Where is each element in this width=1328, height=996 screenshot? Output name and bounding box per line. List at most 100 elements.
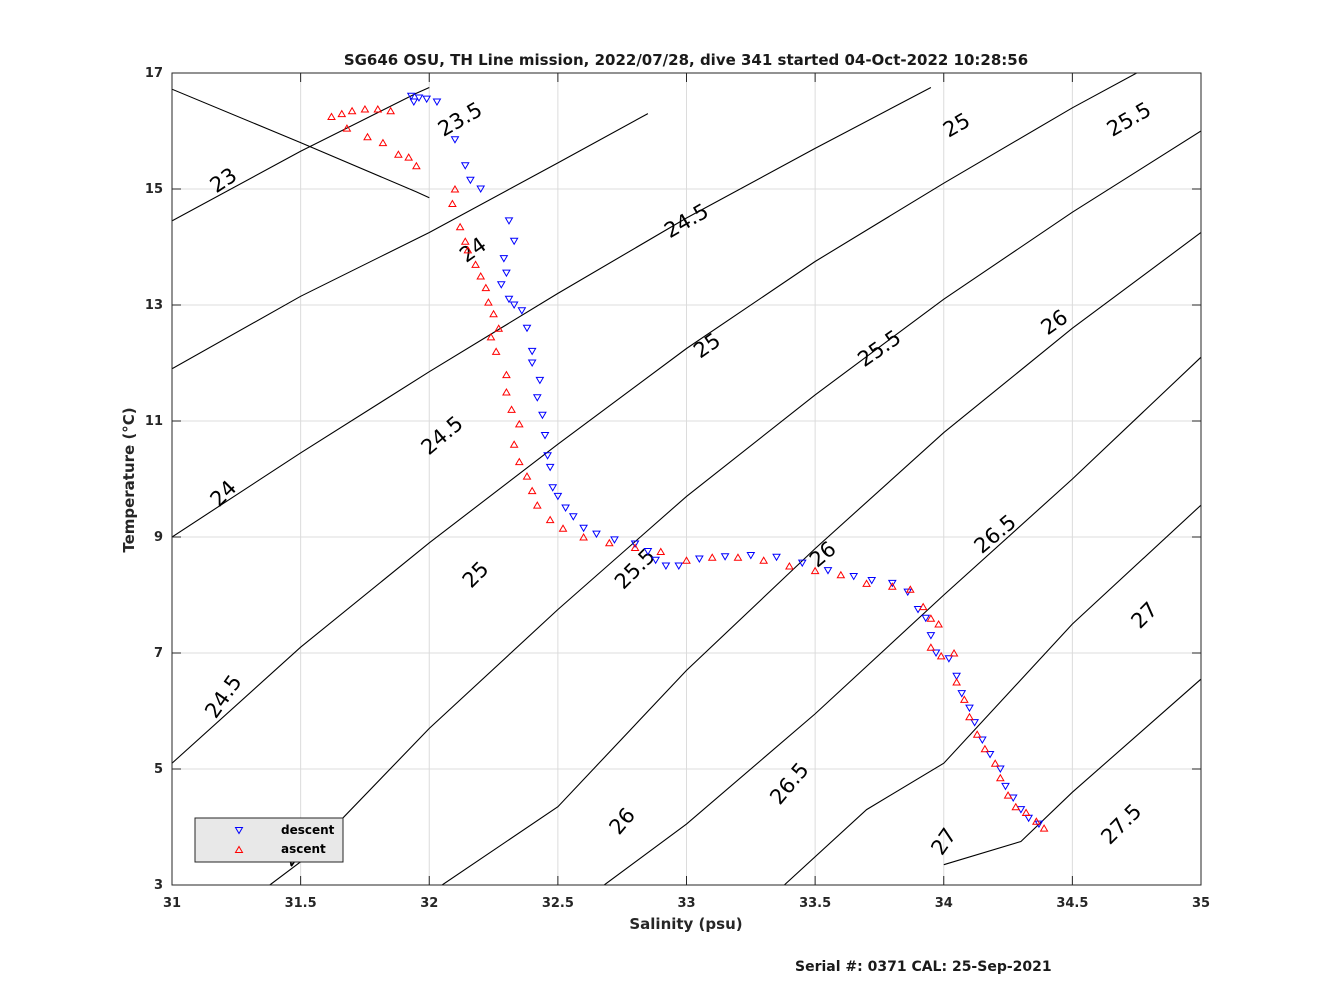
- descent-point: [476, 185, 486, 193]
- descent-point: [661, 562, 671, 570]
- ascent-point: [733, 553, 743, 561]
- ascent-point: [1031, 817, 1041, 825]
- descent-point: [568, 513, 578, 521]
- descent-point: [720, 553, 730, 561]
- ascent-point: [545, 515, 555, 524]
- ascent-point: [905, 585, 915, 593]
- descent-point: [409, 98, 419, 106]
- descent-point: [538, 411, 547, 420]
- ascent-point: [990, 759, 1000, 767]
- descent-point: [610, 536, 619, 544]
- descent-point: [532, 394, 542, 402]
- x-axis-ticks: 31 31.5 32 32.5 33 33.5 34 34.5 35: [163, 73, 1210, 911]
- descent-point: [522, 324, 532, 333]
- ascent-point: [1021, 808, 1031, 816]
- y-axis-ticks: 3 5 7 9 11 13 15 17: [145, 66, 1201, 893]
- descent-point: [1001, 782, 1010, 791]
- y-tick-label: 9: [154, 530, 163, 545]
- ascent-point: [494, 324, 504, 332]
- ascent-point: [965, 712, 974, 721]
- descent-point: [561, 504, 570, 512]
- y-tick-label: 11: [145, 414, 163, 429]
- x-tick-label: 31.5: [285, 896, 317, 911]
- y-tick-label: 7: [154, 646, 163, 661]
- ascent-point: [707, 553, 717, 561]
- descent-point: [931, 649, 941, 657]
- ascent-point: [491, 347, 501, 355]
- ascent-point: [394, 150, 403, 158]
- ascent-point: [980, 744, 990, 753]
- descent-point: [579, 524, 588, 533]
- chart-title: SG646 OSU, TH Line mission, 2022/07/28, …: [344, 51, 1028, 69]
- descent-point: [496, 281, 506, 289]
- descent-point: [509, 301, 519, 309]
- ascent-point: [363, 132, 372, 141]
- ascent-point: [404, 153, 414, 161]
- ascent-point: [460, 237, 470, 245]
- density-contour-line: [172, 113, 649, 370]
- ascent-point: [509, 440, 519, 448]
- ascent-point: [936, 651, 946, 660]
- data-series: [327, 92, 1049, 832]
- legend: descent ascent: [194, 817, 344, 863]
- x-tick-label: 35: [1192, 896, 1210, 911]
- descent-point: [553, 492, 563, 501]
- density-contour-line: [603, 356, 1201, 885]
- series-ascent: [327, 104, 1049, 832]
- ascent-point: [630, 543, 640, 551]
- ascent-point: [514, 457, 524, 466]
- ascent-point: [522, 472, 532, 480]
- ascent-point: [972, 730, 982, 738]
- density-contour-line: [441, 232, 1201, 885]
- descent-point: [977, 736, 987, 744]
- ascent-point: [463, 245, 473, 254]
- density-contours: [172, 73, 1201, 885]
- ascent-point: [484, 298, 493, 306]
- ascent-point: [373, 104, 383, 113]
- ascent-point: [934, 620, 943, 628]
- x-tick-label: 33.5: [799, 896, 831, 911]
- x-tick-label: 31: [163, 896, 181, 911]
- y-axis-label: Temperature (°C): [120, 407, 138, 552]
- descent-point: [414, 94, 424, 102]
- descent-point: [548, 484, 558, 492]
- legend-box: [194, 817, 344, 863]
- density-contour-line: [943, 678, 1201, 866]
- ascent-point: [481, 283, 491, 292]
- descent-point: [823, 567, 833, 575]
- descent-point: [985, 751, 995, 759]
- descent-point: [926, 632, 936, 640]
- density-contour-line: [172, 73, 1137, 764]
- ascent-point: [926, 614, 936, 622]
- ascent-point: [1039, 824, 1049, 832]
- ascent-point: [527, 486, 537, 495]
- ascent-point: [532, 501, 542, 509]
- y-tick-label: 5: [154, 762, 163, 777]
- ascent-point: [656, 547, 666, 555]
- legend-descent-label: descent: [281, 823, 335, 837]
- descent-point: [746, 552, 756, 560]
- ascent-point: [378, 138, 388, 147]
- descent-point: [849, 572, 859, 581]
- ascent-point: [604, 538, 614, 547]
- ascent-point: [682, 556, 691, 564]
- ascent-point: [486, 332, 496, 341]
- ascent-point: [759, 556, 769, 564]
- density-contour-line: [783, 504, 1201, 885]
- descent-point: [504, 217, 514, 225]
- ascent-point: [327, 112, 336, 120]
- ascent-point: [514, 419, 524, 428]
- density-contour-line: [172, 88, 430, 199]
- ascent-point: [949, 649, 959, 657]
- ascent-point: [887, 582, 897, 590]
- x-axis-label: Salinity (psu): [629, 915, 742, 933]
- descent-point: [502, 269, 511, 278]
- legend-ascent-marker: [234, 845, 244, 853]
- x-tick-label: 32.5: [542, 896, 574, 911]
- descent-point: [995, 765, 1005, 773]
- descent-point: [965, 704, 974, 713]
- descent-point: [543, 452, 552, 460]
- density-contour-line: [269, 130, 1201, 885]
- descent-point: [944, 655, 954, 663]
- ascent-point: [347, 106, 357, 115]
